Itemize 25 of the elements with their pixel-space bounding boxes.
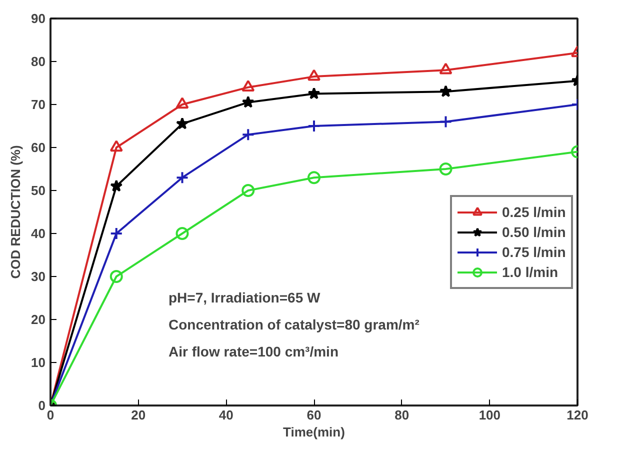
x-axis-title: Time(min) bbox=[283, 424, 345, 440]
x-tick-label: 60 bbox=[306, 408, 322, 422]
y-tick-label: 20 bbox=[31, 312, 46, 327]
x-tick-label: 80 bbox=[394, 408, 410, 422]
legend-label: 0.25 l/min bbox=[502, 204, 566, 220]
x-tick-label: 40 bbox=[218, 408, 234, 422]
y-tick-label: 30 bbox=[31, 269, 46, 284]
y-tick-label: 60 bbox=[31, 140, 46, 155]
x-tick-label: 100 bbox=[478, 408, 501, 422]
annotation: Air flow rate=100 cm³/min bbox=[168, 344, 339, 360]
legend-label: 0.75 l/min bbox=[502, 244, 566, 260]
y-tick-label: 50 bbox=[31, 183, 46, 198]
y-tick-label: 90 bbox=[31, 11, 46, 26]
y-tick-label: 0 bbox=[38, 398, 46, 413]
y-tick-label: 80 bbox=[31, 54, 46, 69]
y-tick-label: 70 bbox=[31, 97, 46, 112]
legend-label: 0.50 l/min bbox=[502, 224, 566, 240]
legend-label: 1.0 l/min bbox=[502, 264, 558, 280]
x-tick-label: 20 bbox=[131, 408, 146, 422]
y-axis-title: COD REDUCTION (%) bbox=[8, 145, 24, 279]
annotation: Concentration of catalyst=80 gram/m² bbox=[168, 316, 420, 332]
y-tick-label: 10 bbox=[31, 355, 46, 370]
x-tick-label: 120 bbox=[566, 408, 588, 422]
y-tick-label: 40 bbox=[31, 226, 46, 241]
annotation: pH=7, Irradiation=65 W bbox=[168, 290, 321, 306]
